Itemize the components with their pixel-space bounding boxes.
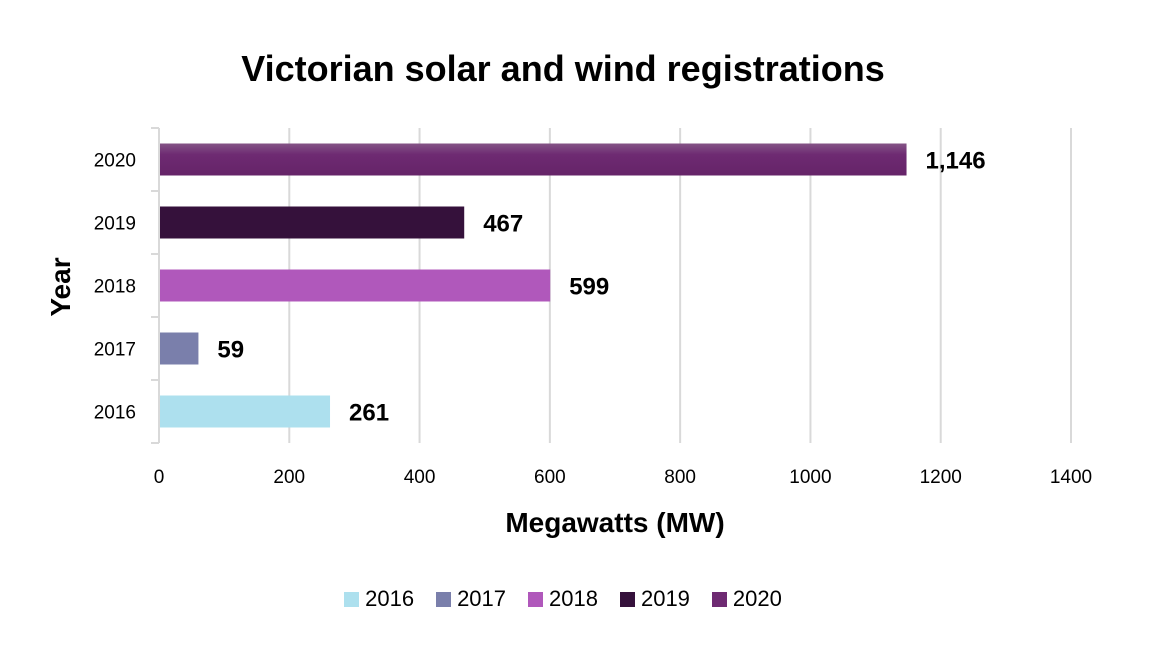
bar-2019 <box>160 206 465 239</box>
bar-2017 <box>160 332 199 365</box>
legend-label: 2017 <box>457 586 507 611</box>
legend-item-2020: 2020 <box>711 586 782 612</box>
legend-item-2017: 2017 <box>436 586 506 612</box>
legend-item-2016: 2016 <box>344 586 414 612</box>
x-tick-label: 200 <box>273 467 305 488</box>
data-label-2017: 59 <box>217 337 244 364</box>
chart-title: Victorian solar and wind registrations <box>241 48 885 89</box>
legend-swatch <box>344 591 360 607</box>
x-tick-label: 1200 <box>920 467 962 488</box>
x-axis-title: Megawatts (MW) <box>505 507 724 538</box>
legend-swatch <box>436 591 452 607</box>
bar-2016 <box>160 395 331 428</box>
legend-label: 2020 <box>732 586 782 611</box>
legend-item-2018: 2018 <box>528 586 598 612</box>
data-label-2020: 1,146 <box>926 148 986 175</box>
x-tick-label: 800 <box>664 467 696 488</box>
x-tick-label: 400 <box>404 467 436 488</box>
legend: 2016 2017 2018 2019 2020 <box>0 586 1126 612</box>
x-tick-label: 600 <box>534 467 566 488</box>
bar-2020 <box>160 143 907 176</box>
x-tick-label: 1000 <box>789 467 831 488</box>
legend-label: 2019 <box>640 586 690 611</box>
bar-2018 <box>160 269 551 302</box>
legend-label: 2018 <box>549 586 598 611</box>
legend-item-2019: 2019 <box>619 586 690 612</box>
legend-swatch <box>619 591 635 607</box>
data-label-2018: 599 <box>569 274 609 301</box>
y-tick-label: 2017 <box>94 340 136 361</box>
x-tick-label: 0 <box>154 467 165 488</box>
legend-label: 2016 <box>365 586 415 611</box>
data-label-2019: 467 <box>483 211 523 238</box>
y-tick-label: 2020 <box>94 151 136 172</box>
x-tick-label: 1400 <box>1050 467 1092 488</box>
legend-swatch <box>711 591 727 607</box>
legend-swatch <box>528 591 544 607</box>
data-label-2016: 261 <box>349 400 389 427</box>
y-tick-label: 2019 <box>94 214 136 235</box>
y-tick-label: 2018 <box>94 277 136 298</box>
y-axis-title: Year <box>45 257 76 316</box>
y-tick-label: 2016 <box>94 403 136 424</box>
